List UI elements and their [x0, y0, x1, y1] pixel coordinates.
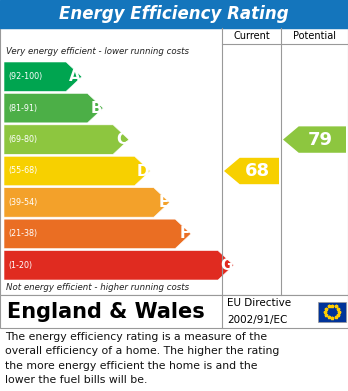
Bar: [0, 28, 348, 295]
Text: G: G: [220, 258, 233, 273]
Text: Potential: Potential: [293, 31, 336, 41]
Text: (55-68): (55-68): [8, 167, 37, 176]
Polygon shape: [4, 188, 169, 217]
Text: (69-80): (69-80): [8, 135, 37, 144]
Polygon shape: [224, 158, 279, 184]
Text: The energy efficiency rating is a measure of the
overall efficiency of a home. T: The energy efficiency rating is a measur…: [5, 332, 279, 385]
Polygon shape: [4, 125, 129, 154]
Text: E: E: [158, 195, 168, 210]
Bar: [318, 301, 346, 321]
Bar: [0, 295, 348, 328]
Text: (21-38): (21-38): [8, 230, 37, 239]
Text: (39-54): (39-54): [8, 198, 37, 207]
Polygon shape: [4, 156, 150, 186]
Text: A: A: [69, 69, 81, 84]
Text: 68: 68: [245, 162, 270, 180]
Text: (1-20): (1-20): [8, 261, 32, 270]
Text: Very energy efficient - lower running costs: Very energy efficient - lower running co…: [6, 47, 189, 56]
Polygon shape: [4, 93, 103, 123]
Polygon shape: [4, 251, 234, 280]
Bar: [0, 0, 348, 28]
Text: (92-100): (92-100): [8, 72, 42, 81]
Polygon shape: [283, 126, 346, 153]
Text: EU Directive: EU Directive: [227, 298, 291, 307]
Text: England & Wales: England & Wales: [7, 301, 205, 321]
Text: Not energy efficient - higher running costs: Not energy efficient - higher running co…: [6, 283, 189, 292]
Polygon shape: [4, 219, 191, 249]
Text: 2002/91/EC: 2002/91/EC: [227, 316, 287, 325]
Text: Current: Current: [233, 31, 270, 41]
Text: F: F: [180, 226, 190, 241]
Text: 79: 79: [308, 131, 333, 149]
Polygon shape: [4, 62, 82, 91]
Text: C: C: [117, 132, 128, 147]
Text: D: D: [137, 163, 149, 179]
Text: (81-91): (81-91): [8, 104, 37, 113]
Text: Energy Efficiency Rating: Energy Efficiency Rating: [59, 5, 289, 23]
Text: B: B: [90, 100, 102, 116]
